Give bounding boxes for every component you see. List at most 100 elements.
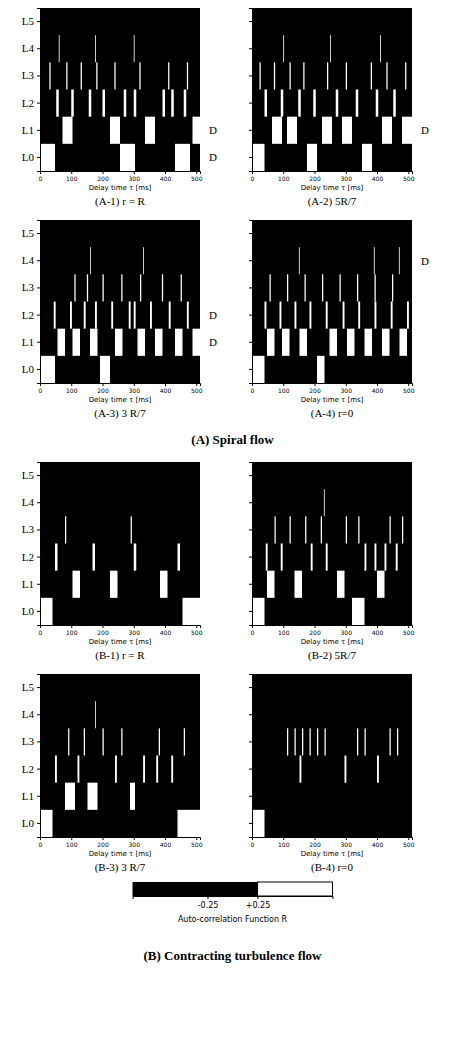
positive-cell <box>155 329 163 356</box>
x-axis: 0100200300400500 <box>251 837 415 848</box>
x-tick: 100 <box>66 383 78 394</box>
y-tick <box>249 741 252 742</box>
positive-cell <box>183 598 201 625</box>
positive-cell <box>162 274 163 301</box>
x-tick-mark <box>165 837 166 840</box>
y-tick <box>249 475 252 476</box>
positive-cell <box>56 90 59 117</box>
positive-cell <box>70 302 72 329</box>
positive-cell <box>352 598 365 625</box>
y-tick-mark <box>37 157 40 158</box>
positive-cell <box>93 544 96 571</box>
positive-cell <box>187 62 188 89</box>
y-tick <box>249 769 252 770</box>
x-axis-line <box>41 838 201 841</box>
positive-cell <box>265 90 268 117</box>
colorbar-negative <box>133 882 258 896</box>
panel: 0100200300400500Delay time τ [ms](B-4) r… <box>249 674 415 874</box>
x-tick-label: 500 <box>403 841 415 848</box>
y-tick <box>249 157 252 158</box>
y-tick-label: L2 <box>22 763 34 775</box>
x-tick: 100 <box>66 171 78 182</box>
x-tick-mark <box>283 837 284 840</box>
positive-cell <box>90 329 98 356</box>
positive-cell <box>300 756 302 783</box>
x-tick-label: 100 <box>66 175 78 182</box>
positive-cell <box>121 728 122 755</box>
y-tick: L1 <box>22 124 40 136</box>
positive-cell <box>281 544 283 571</box>
panel: 0100200300400500Delay time τ [ms](B-2) 5… <box>249 462 415 662</box>
positive-cell <box>73 329 81 356</box>
x-axis: 0100200300400500 <box>251 625 415 636</box>
y-tick-mark <box>37 130 40 131</box>
positive-cell <box>65 783 75 810</box>
x-tick-label: 500 <box>403 387 415 394</box>
colorbar: -0.25+0.25Auto-correlation Function R <box>133 882 334 924</box>
x-tick-label: 300 <box>129 629 141 636</box>
positive-cell <box>300 329 308 356</box>
positive-cell <box>150 302 152 329</box>
y-tick-label: L2 <box>22 551 34 563</box>
colorbar-tick-mark <box>258 896 259 899</box>
x-tick: 200 <box>97 837 109 848</box>
panel: 0100200300400500L0L1L2L3L4L5Delay time τ… <box>22 220 217 420</box>
positive-cell <box>81 62 82 89</box>
y-tick-mark <box>37 502 40 503</box>
x-tick-label: 100 <box>66 841 78 848</box>
positive-cell <box>283 35 285 62</box>
panel: 0100200300400500L0L1L2L3L4L5Delay time τ… <box>22 462 203 662</box>
y-tick-mark <box>249 823 252 824</box>
plot-area <box>40 674 200 837</box>
positive-cell <box>88 783 98 810</box>
x-tick: 100 <box>66 837 78 848</box>
x-tick: 200 <box>97 171 109 182</box>
x-tick-label: 300 <box>129 175 141 182</box>
y-tick-mark <box>37 315 40 316</box>
x-tick-label: 200 <box>309 629 321 636</box>
x-axis-title: Delay time τ [ms] <box>89 638 152 646</box>
positive-cell <box>266 544 268 571</box>
y-tick-mark <box>37 21 40 22</box>
y-tick: L3 <box>22 735 40 747</box>
y-tick-label: L4 <box>22 254 35 266</box>
positive-cell <box>373 247 375 274</box>
annotation: D <box>209 336 217 348</box>
positive-cell <box>140 274 141 301</box>
x-tick-label: 400 <box>372 841 384 848</box>
positive-cell <box>74 274 75 301</box>
plot-background <box>252 462 412 625</box>
y-tick-mark <box>37 687 40 688</box>
positive-cell <box>78 756 80 783</box>
x-tick: 400 <box>160 625 172 636</box>
y-tick-mark <box>37 529 40 530</box>
x-tick-mark <box>134 625 135 628</box>
x-tick-label: 300 <box>341 387 353 394</box>
positive-cell <box>336 90 339 117</box>
x-tick-mark <box>71 171 72 174</box>
plot-background <box>40 462 200 625</box>
x-axis-line <box>41 626 201 629</box>
positive-cell <box>405 62 406 89</box>
group-title: (B) Contracting turbulence flow <box>143 948 322 963</box>
y-tick-label: L0 <box>22 817 35 829</box>
y-tick-label: L1 <box>22 336 34 348</box>
positive-cell <box>322 117 332 144</box>
positive-cell <box>346 62 347 89</box>
y-tick: L2 <box>22 97 40 109</box>
x-tick-mark <box>283 383 284 386</box>
x-tick-label: 500 <box>191 175 203 182</box>
plot-area <box>252 8 412 171</box>
positive-cell <box>340 274 341 301</box>
positive-cell <box>382 117 392 144</box>
positive-cell <box>390 516 391 543</box>
y-tick: L1 <box>22 336 40 348</box>
positive-cell <box>134 90 137 117</box>
x-tick-label: 100 <box>278 841 290 848</box>
x-tick-mark <box>103 837 104 840</box>
y-tick-mark <box>37 287 40 288</box>
y-tick <box>249 342 252 343</box>
x-tick-label: 500 <box>191 629 203 636</box>
y-tick: L4 <box>22 254 40 266</box>
x-tick-mark <box>71 625 72 628</box>
